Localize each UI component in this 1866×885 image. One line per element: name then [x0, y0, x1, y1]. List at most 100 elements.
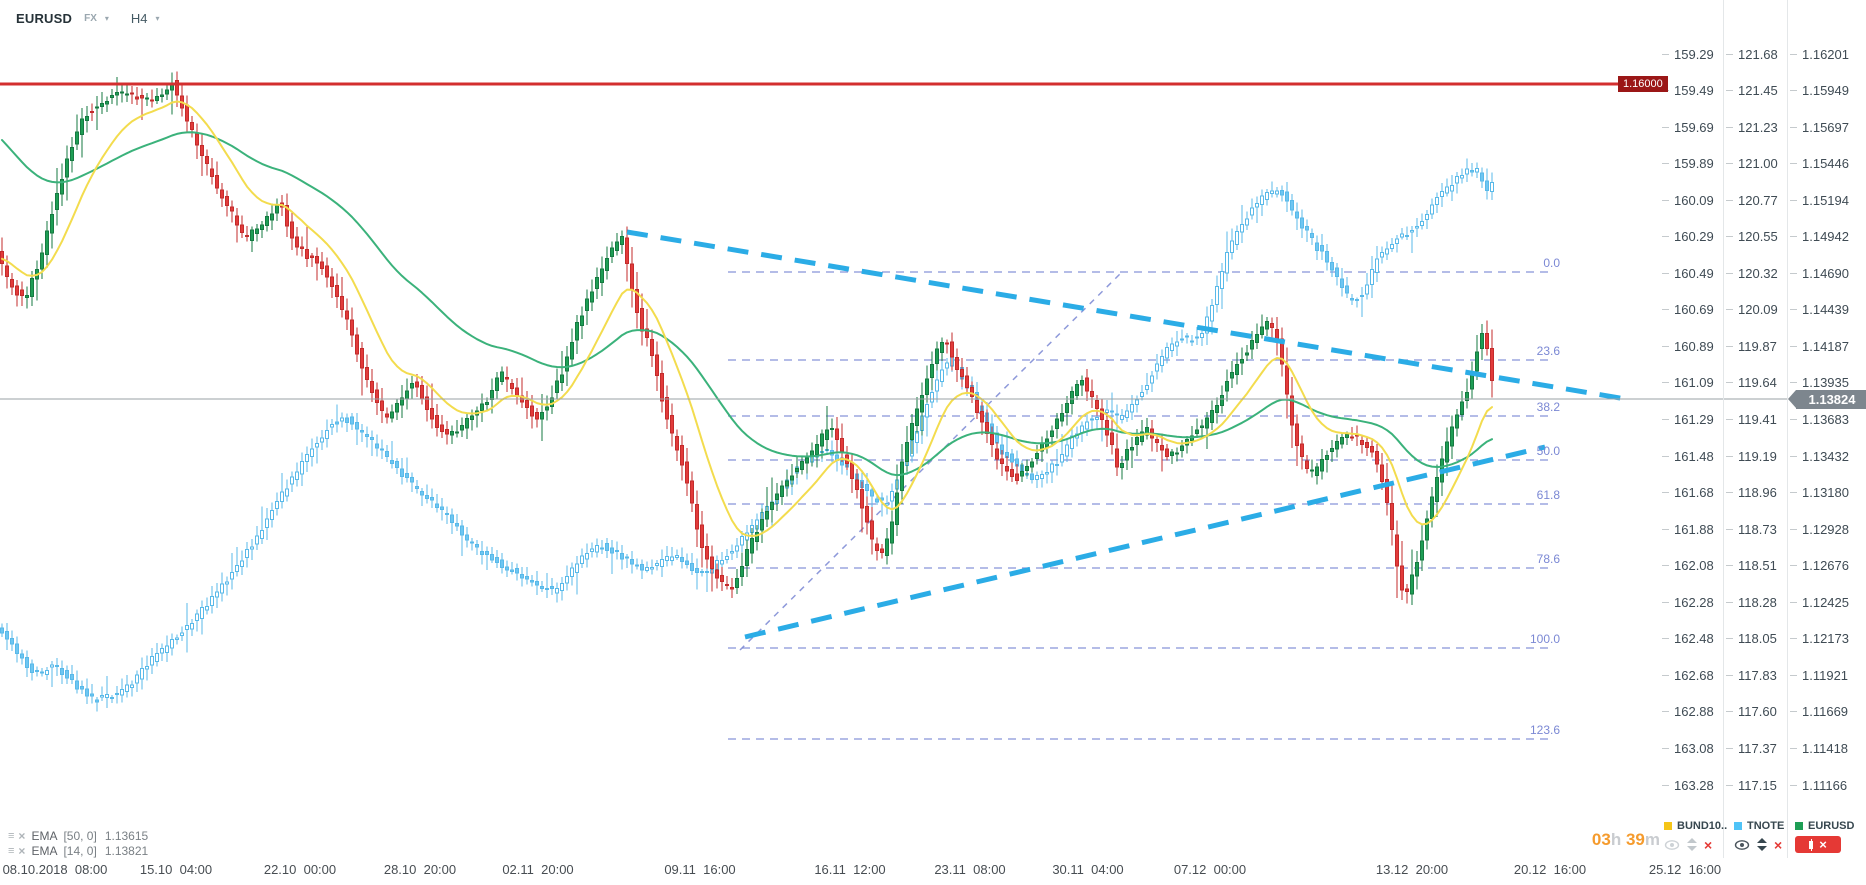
price-scale-row: 162.28	[1662, 595, 1714, 610]
fib-level-label[interactable]: 123.6	[1529, 723, 1560, 737]
scale-tick	[1726, 565, 1733, 567]
fib-level-label[interactable]: 23.6	[1536, 344, 1560, 358]
price-scale-value: 1.14187	[1802, 338, 1849, 354]
instrument-toggle[interactable]: TNOTE	[1734, 819, 1784, 833]
price-scale-row: 117.83	[1726, 668, 1777, 683]
price-scale-value: 118.73	[1738, 521, 1777, 537]
price-scale-value: 161.48	[1674, 448, 1714, 464]
instrument-toggle[interactable]: EURUSD	[1795, 819, 1854, 833]
close-icon[interactable]: ×	[1704, 836, 1713, 853]
scale-tick	[1790, 53, 1797, 55]
price-scale-row: 119.64	[1726, 375, 1777, 390]
price-scale-value: 121.23	[1738, 119, 1778, 135]
scale-tick	[1790, 236, 1797, 238]
time-axis-label: 30.11 04:00	[1052, 862, 1124, 877]
price-scale-value: 162.08	[1674, 558, 1714, 574]
visibility-icon[interactable]	[1664, 839, 1680, 851]
price-scale-row: 160.29	[1662, 229, 1714, 244]
chevron-down-icon[interactable]: ▾	[104, 13, 109, 23]
price-scale-value: 117.15	[1738, 777, 1777, 793]
fib-level-label[interactable]: 50.0	[1536, 444, 1560, 458]
time-axis-label: 09.11 16:00	[664, 862, 736, 877]
price-scale-value: 119.87	[1738, 338, 1777, 354]
scale-tick	[1726, 272, 1733, 274]
chevron-down-icon[interactable]: ▾	[155, 13, 160, 23]
price-scale-value: 162.48	[1674, 631, 1714, 647]
time-axis-label: 13.12 20:00	[1375, 862, 1449, 877]
scale-tick	[1662, 382, 1669, 384]
instrument-label: EURUSD	[1808, 820, 1855, 832]
price-scale-row: 1.12928	[1790, 522, 1849, 537]
instrument-label: BUND10..	[1677, 820, 1728, 832]
indicator-settings-icon[interactable]: ≡	[8, 830, 15, 842]
fibonacci-retracement[interactable]	[728, 271, 1552, 740]
price-scale-row: 119.19	[1726, 449, 1777, 464]
price-scale-value: 117.37	[1738, 740, 1777, 756]
price-scale-value: 160.49	[1674, 265, 1714, 281]
resistance-price-tag: 1.16000	[1618, 76, 1668, 92]
fib-level-label[interactable]: 100.0	[1529, 632, 1560, 646]
remove-symbol-button[interactable]: ×	[1795, 836, 1841, 853]
fib-level-label[interactable]: 38.2	[1536, 400, 1560, 414]
price-scale-value: 120.32	[1738, 265, 1778, 281]
instrument-actions: ×	[1664, 837, 1727, 852]
price-scale-value: 161.88	[1674, 521, 1714, 537]
eurusd-scale[interactable]: 1.16201 1.15949 1.15697 1.15446 1.15194 1.149…	[1790, 0, 1852, 858]
price-scale-row: 121.23	[1726, 120, 1778, 135]
scale-tick	[1662, 492, 1669, 494]
indicator-remove-icon[interactable]: ×	[18, 829, 26, 843]
ema50-line[interactable]	[1, 131, 1493, 477]
price-scale-row: 160.69	[1662, 302, 1714, 317]
scale-divider	[1787, 0, 1788, 858]
timeframe-selector[interactable]: H4	[130, 10, 148, 26]
scale-tick	[1790, 199, 1797, 201]
indicator-remove-icon[interactable]: ×	[18, 844, 26, 858]
price-scale-row: 1.14187	[1790, 339, 1849, 354]
price-scale-row: 1.11669	[1790, 704, 1848, 719]
ema14-line[interactable]	[1, 100, 1493, 537]
price-scale-value: 120.55	[1738, 229, 1778, 245]
price-scale-row: 1.15194	[1790, 193, 1849, 208]
countdown-hours-unit: h	[1610, 830, 1622, 849]
tnote-scale[interactable]: 121.68 121.45 121.23 121.00 120.77 120.55 120.…	[1726, 0, 1788, 858]
instrument-actions: ×	[1734, 837, 1784, 852]
market-label[interactable]: FX	[84, 12, 97, 24]
scale-tick	[1790, 784, 1797, 786]
instrument-toggle[interactable]: BUND10..	[1664, 819, 1727, 833]
price-scale-row: 161.48	[1662, 449, 1714, 464]
fib-level-label[interactable]: 0.0	[1543, 256, 1560, 270]
price-scale-value: 119.64	[1738, 375, 1777, 391]
indicator-name: EMA	[31, 829, 58, 843]
time-axis-label: 23.11 08:00	[934, 862, 1006, 877]
scale-tick	[1662, 126, 1669, 128]
sort-icon[interactable]	[1687, 838, 1697, 851]
price-scale-row: 1.15949	[1790, 83, 1849, 98]
bund-scale[interactable]: 159.29 159.49 159.69 159.89 160.09 160.29 160.…	[1662, 0, 1724, 858]
price-scale-value: 1.12425	[1802, 594, 1849, 610]
price-scale-value: 1.11921	[1802, 667, 1849, 683]
scale-tick	[1662, 419, 1669, 420]
price-scale-row: 163.28	[1662, 778, 1714, 793]
price-scale-row: 1.11921	[1790, 668, 1848, 683]
price-scale-value: 1.13432	[1802, 448, 1849, 464]
price-scale-value: 118.28	[1738, 594, 1777, 610]
scale-tick	[1662, 199, 1669, 201]
price-scale-value: 120.09	[1738, 302, 1778, 318]
indicator-settings-icon[interactable]: ≡	[8, 845, 15, 857]
time-axis[interactable]: 08.10.2018 08:00 15.10 04:00 22.10 00:00 28…	[0, 858, 1866, 885]
indicator-name: EMA	[31, 844, 58, 858]
fib-level-label[interactable]: 78.6	[1536, 552, 1560, 566]
visibility-icon[interactable]	[1734, 839, 1750, 851]
price-scale-row: 159.89	[1662, 156, 1714, 171]
scale-tick	[1662, 638, 1669, 640]
price-scale-value: 121.00	[1738, 156, 1778, 172]
countdown-minutes: 39	[1625, 830, 1645, 849]
price-scale-row: 1.11166	[1790, 778, 1847, 793]
fib-level-label[interactable]: 61.8	[1536, 488, 1560, 502]
price-scale-row: 1.12676	[1790, 558, 1849, 573]
symbol-name[interactable]: EURUSD	[16, 10, 73, 26]
lower-ascending-trendline[interactable]	[744, 444, 1546, 640]
close-icon[interactable]: ×	[1774, 836, 1783, 853]
sort-icon[interactable]	[1757, 838, 1767, 851]
